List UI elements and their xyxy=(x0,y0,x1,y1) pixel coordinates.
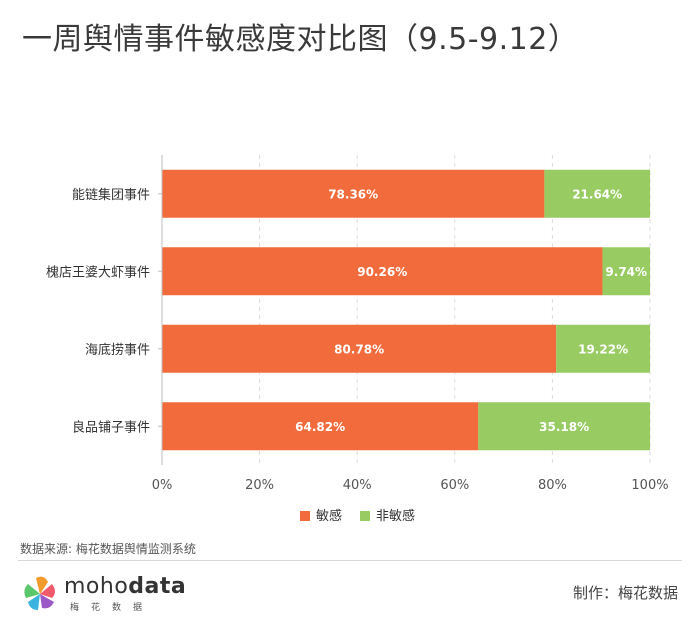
data-label: 80.78% xyxy=(334,342,384,356)
logo-subtitle: 梅花数据 xyxy=(70,603,155,613)
footer-divider xyxy=(18,560,682,561)
data-label: 78.36% xyxy=(328,187,378,201)
axes: 0% 20% 40% 60% 80% 100% 能链集团事件槐店王婆大虾事件海底捞事件良品铺… xyxy=(46,155,669,493)
legend-label: 非敏感 xyxy=(376,508,415,524)
pinwheel-logo-icon xyxy=(24,576,55,610)
data-label: 21.64% xyxy=(572,187,622,201)
data-label: 35.18% xyxy=(539,420,589,434)
bar-sensitive xyxy=(162,247,603,296)
stacked-bar-chart: 78.36% 21.64% 90.26% 9.74% 80.78% 19.22% 64.82… xyxy=(46,155,669,524)
credit-text: 制作：梅花数据 xyxy=(572,584,678,602)
bar-sensitive xyxy=(162,402,479,451)
category-label: 良品铺子事件 xyxy=(72,419,150,435)
data-label: 64.82% xyxy=(295,420,345,434)
bar-sensitive xyxy=(162,324,557,373)
x-tick-label: 60% xyxy=(440,478,469,493)
bar-non-sensitive xyxy=(544,169,650,218)
chart-title: 一周舆情事件敏感度对比图（9.5-9.12） xyxy=(22,22,579,57)
x-tick-label: 40% xyxy=(343,478,372,493)
category-label: 能链集团事件 xyxy=(72,187,150,203)
legend-swatch xyxy=(360,511,370,521)
x-tick-label: 20% xyxy=(245,478,274,493)
bar-non-sensitive xyxy=(556,324,650,373)
x-tick-label: 0% xyxy=(152,478,173,493)
data-label: 19.22% xyxy=(578,342,628,356)
legend-swatch xyxy=(300,511,310,521)
category-label: 海底捞事件 xyxy=(85,342,150,358)
bars: 78.36% 21.64% 90.26% 9.74% 80.78% 19.22% 64.82… xyxy=(162,169,650,451)
x-tick-label: 80% xyxy=(538,478,567,493)
legend: 敏感 非敏感 xyxy=(300,508,415,524)
bar-sensitive xyxy=(162,169,545,218)
legend-label: 敏感 xyxy=(316,508,342,524)
bar-non-sensitive xyxy=(478,402,650,451)
category-label: 槐店王婆大虾事件 xyxy=(46,264,150,280)
logo-wordmark: mohodata xyxy=(64,574,187,599)
bar-non-sensitive xyxy=(602,247,650,296)
data-label: 90.26% xyxy=(357,265,407,279)
data-source: 数据来源: 梅花数据舆情监测系统 xyxy=(20,542,196,556)
x-tick-label: 100% xyxy=(631,478,668,493)
data-label: 9.74% xyxy=(605,265,647,279)
